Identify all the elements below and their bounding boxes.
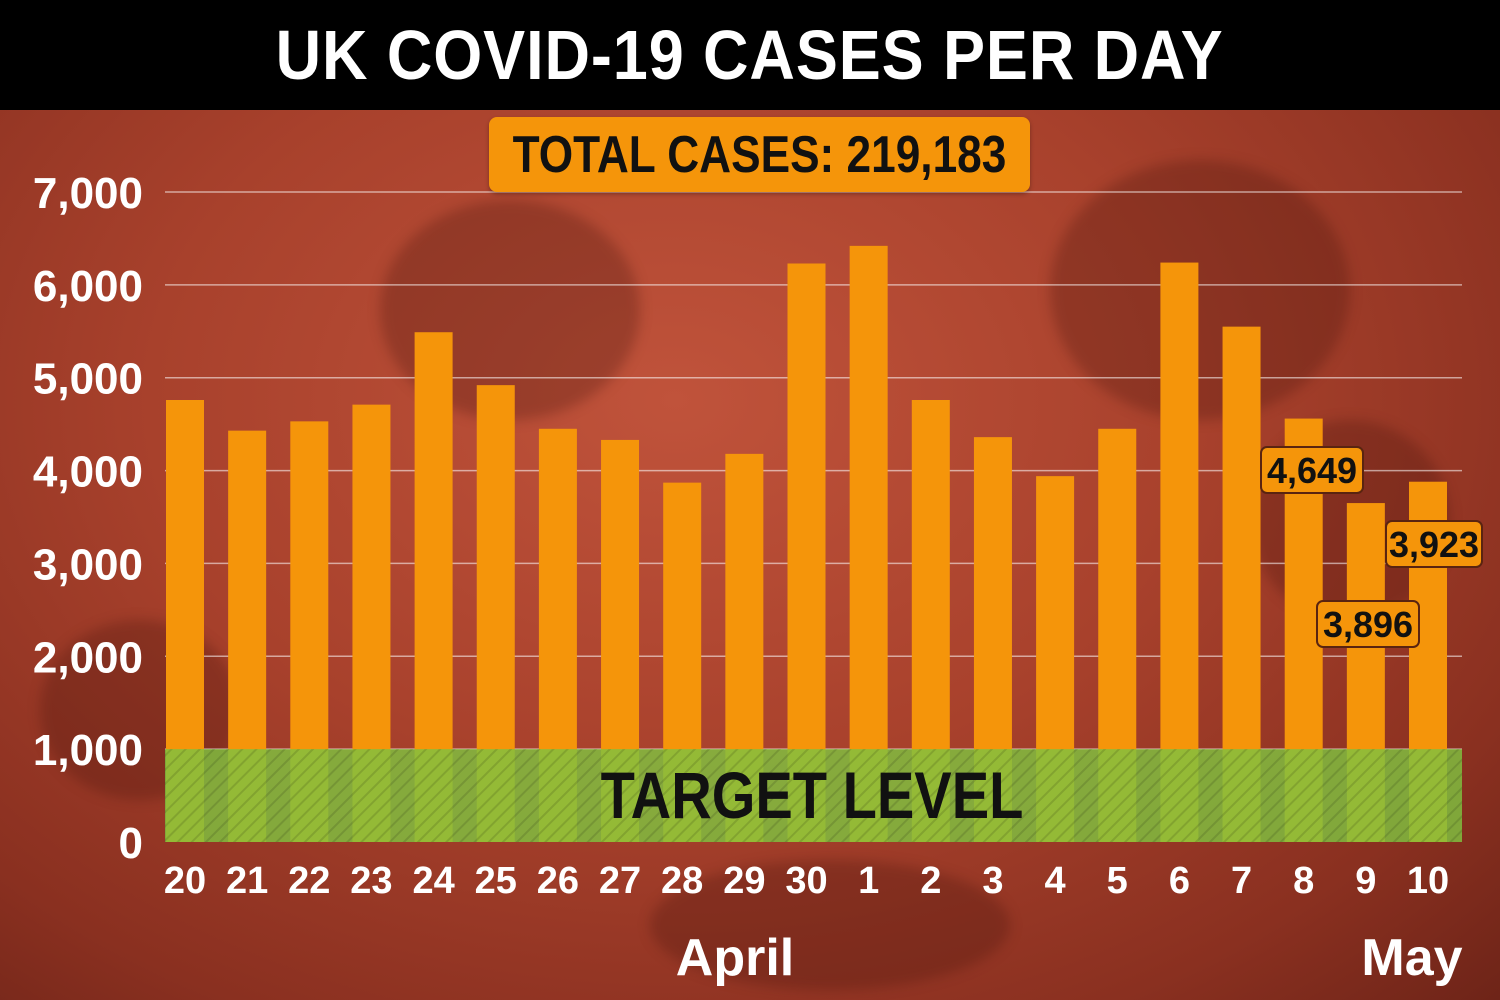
- background-texture: [1050, 160, 1350, 420]
- x-tick-label: 6: [1169, 860, 1190, 902]
- y-tick-label: 6,000: [33, 262, 143, 311]
- total-cases-label: TOTAL CASES: 219,183: [512, 125, 1007, 184]
- bar: [787, 263, 826, 842]
- month-label: May: [1361, 929, 1462, 987]
- x-tick-label: 24: [412, 860, 454, 902]
- bar: [849, 245, 888, 842]
- x-tick-label: 4: [1045, 860, 1066, 902]
- x-tick-label: 9: [1355, 860, 1376, 902]
- y-tick-label: 3,000: [33, 540, 143, 589]
- target-band: TARGET LEVEL: [165, 749, 1462, 842]
- x-tick-label: 20: [164, 860, 206, 902]
- x-tick-label: 1: [858, 860, 879, 902]
- y-tick-label: 5,000: [33, 355, 143, 404]
- background-texture: [650, 860, 1010, 990]
- y-tick-label: 4,000: [33, 448, 143, 497]
- x-tick-label: 8: [1293, 860, 1314, 902]
- y-tick-label: 2,000: [33, 633, 143, 682]
- data-label: 3,923: [1389, 524, 1479, 565]
- title-bar: UK COVID-19 CASES PER DAY: [0, 0, 1500, 110]
- x-tick-label: 26: [537, 860, 579, 902]
- total-cases-badge: TOTAL CASES: 219,183: [489, 117, 1030, 192]
- x-tick-label: 23: [350, 860, 392, 902]
- x-tick-label: 2: [920, 860, 941, 902]
- x-tick-label: 5: [1107, 860, 1128, 902]
- data-label-box: [1316, 600, 1420, 648]
- data-label: 3,896: [1323, 604, 1413, 645]
- chart-title: UK COVID-19 CASES PER DAY: [276, 16, 1224, 94]
- x-tick-label: 7: [1231, 860, 1252, 902]
- x-tick-label: 3: [982, 860, 1003, 902]
- bar: [1160, 262, 1199, 843]
- data-label-box: [1260, 446, 1364, 494]
- x-tick-label: 25: [475, 860, 517, 902]
- x-tick-label: 21: [226, 860, 268, 902]
- x-tick-label: 30: [785, 860, 827, 902]
- month-label: April: [676, 929, 794, 987]
- target-label: TARGET LEVEL: [601, 759, 1024, 832]
- y-tick-label: 0: [119, 819, 143, 868]
- x-tick-label: 27: [599, 860, 641, 902]
- target-band-stripes: [165, 749, 1462, 842]
- x-axis-ticks: 20 21 22 23 24 25 26 27 28 29 30 1 2 3 4 5 6 7 8 9 10: [164, 860, 1449, 902]
- data-label-box: [1385, 520, 1483, 568]
- x-tick-label: 28: [661, 860, 703, 902]
- y-axis-ticks: 0 1,000 2,000 3,000 4,000 5,000 6,000 7,000: [33, 169, 143, 868]
- x-tick-label: 22: [288, 860, 330, 902]
- x-tick-label: 29: [723, 860, 765, 902]
- x-tick-label: 10: [1407, 860, 1449, 902]
- data-labels: 4,649 3,896 3,923: [1260, 446, 1483, 648]
- y-tick-label: 7,000: [33, 169, 143, 218]
- month-labels: April May: [676, 929, 1463, 987]
- data-label: 4,649: [1267, 450, 1357, 491]
- y-tick-label: 1,000: [33, 726, 143, 775]
